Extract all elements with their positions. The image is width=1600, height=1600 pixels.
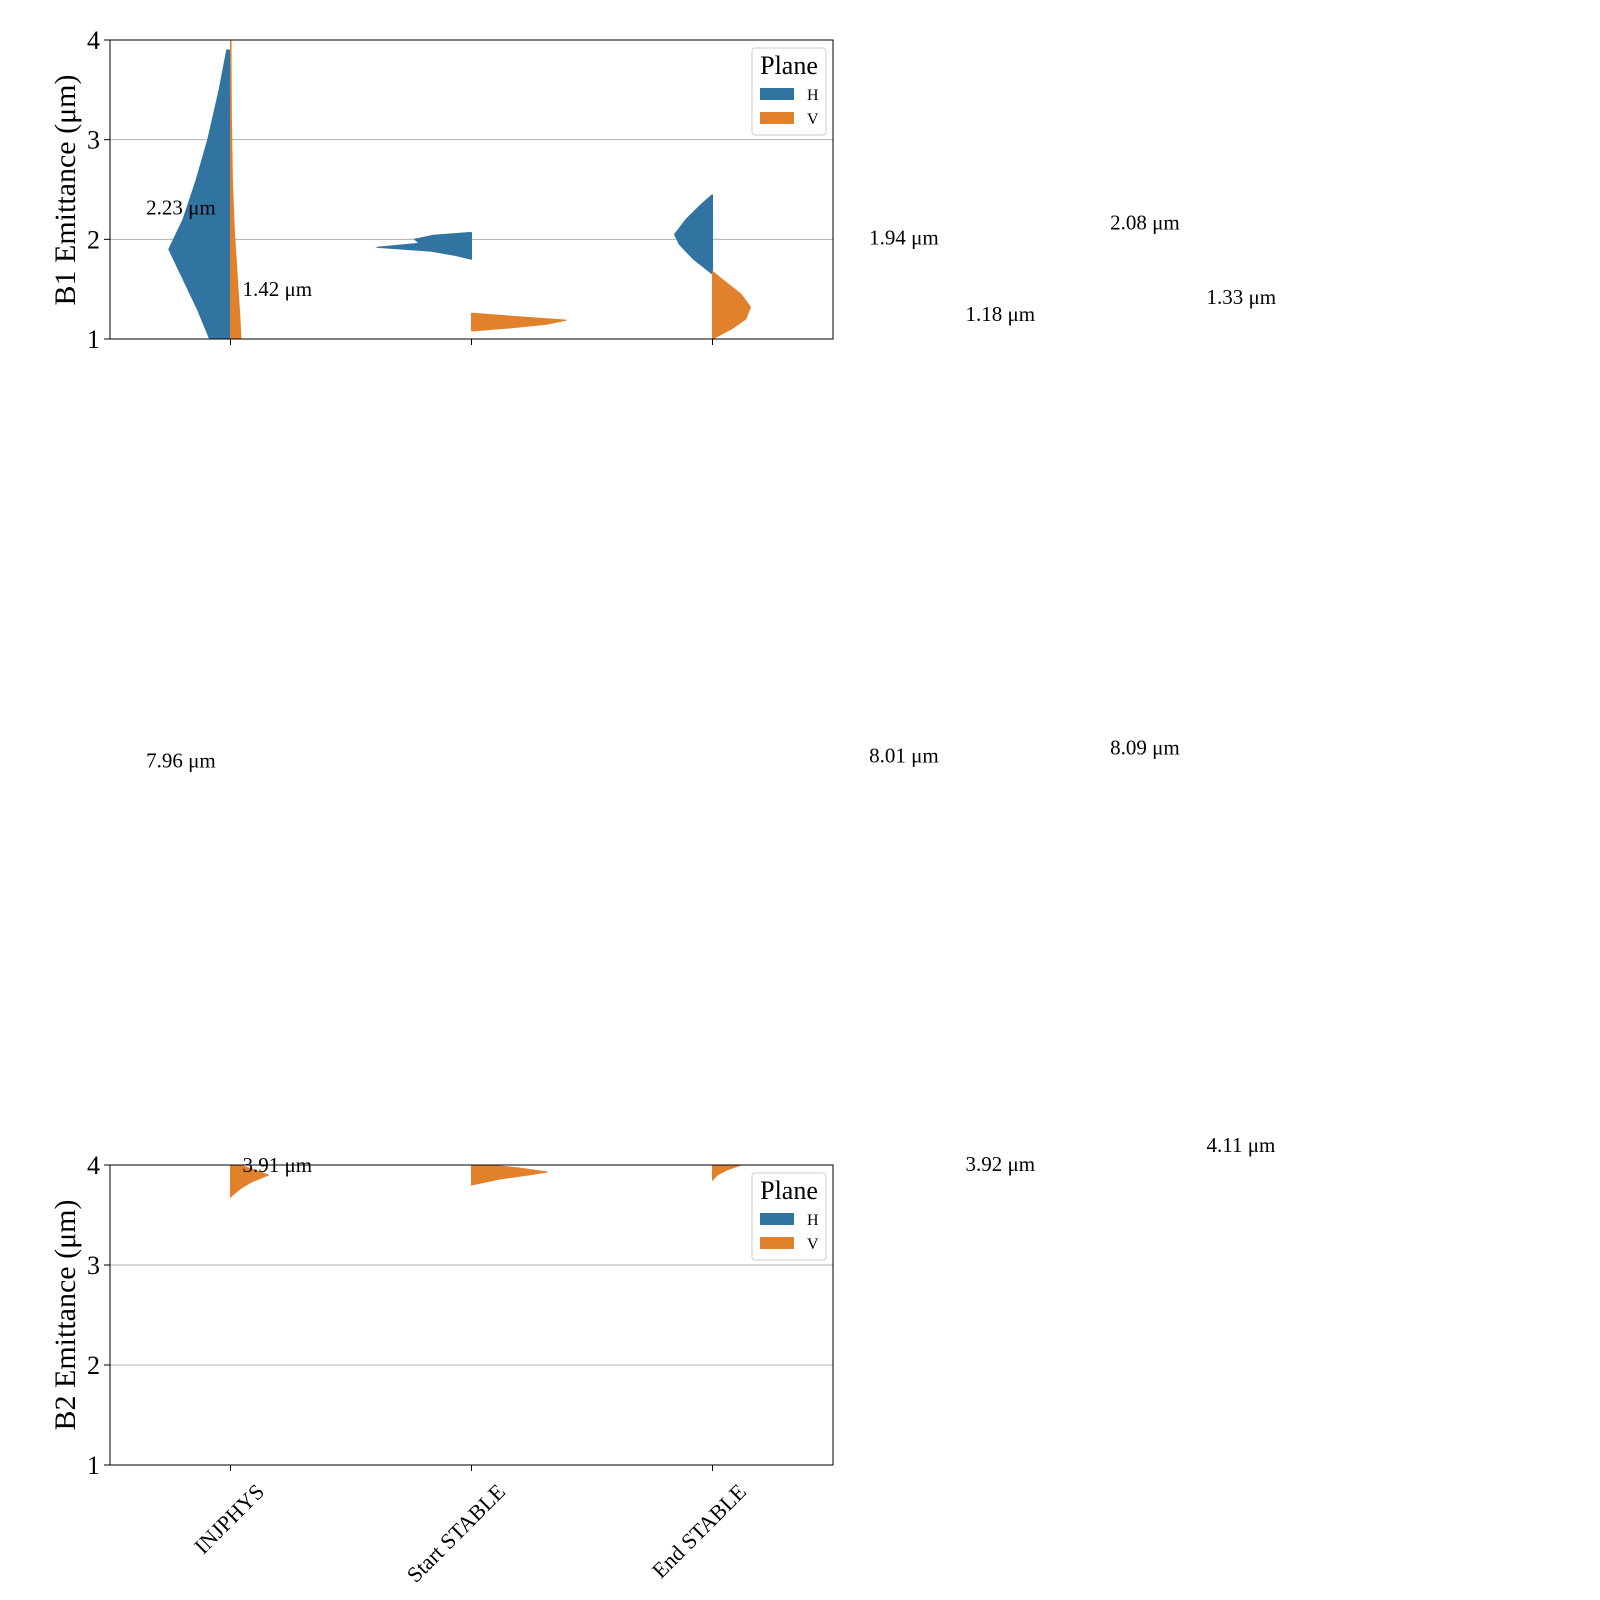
- b2-ytick-label-3: 3: [87, 1251, 100, 1280]
- b1-annotation-5: 1.33 μm: [1207, 285, 1277, 309]
- b2-annotation-0: 3.91 μm: [243, 1153, 313, 1177]
- b1-annotation-7: 8.01 μm: [869, 744, 939, 768]
- b1-annotation-1: 1.42 μm: [243, 277, 313, 301]
- b1-legend-title: Plane: [760, 51, 818, 80]
- panel-b1: 1 2 3 4 B1 Emittance (μm) Plane H V 2.23 μm…: [49, 26, 1276, 773]
- b1-violin-h-1: [376, 231, 472, 260]
- b1-legend-swatch-h: [760, 88, 794, 100]
- b2-violins: [230, 1165, 742, 1199]
- b1-violin-v-2: [712, 270, 752, 339]
- b2-axes-frame: [109, 1164, 834, 1466]
- b1-annotations: 2.23 μm 1.42 μm 1.94 μm 1.18 μm 2.08 μm 1.33 …: [146, 195, 1276, 772]
- b2-legend-swatch-h: [760, 1213, 794, 1225]
- b1-y-axis-label: B1 Emittance (μm): [49, 74, 82, 305]
- b1-x-ticks: [230, 339, 713, 345]
- b2-xtick-label-0: INJPHYS: [189, 1479, 269, 1559]
- b1-annotation-0: 2.23 μm: [146, 195, 216, 219]
- b2-legend-swatch-v: [760, 1237, 794, 1249]
- panel-b2: 1 2 3 4 INJPHYS Start STABLE End STABLE B2 Em…: [49, 1133, 1275, 1587]
- b2-gridlines: [110, 1264, 833, 1366]
- b2-y-axis-label: B2 Emittance (μm): [49, 1199, 82, 1430]
- b1-violin-v-1: [471, 312, 567, 332]
- b1-annotation-8: 8.09 μm: [1110, 736, 1180, 760]
- b2-ytick-label-4: 4: [87, 1151, 100, 1180]
- b2-violin-v-0: [230, 1165, 270, 1199]
- b2-y-ticks: 1 2 3 4: [87, 1151, 110, 1480]
- b1-annotation-3: 1.18 μm: [966, 302, 1036, 326]
- b2-xtick-label-2: End STABLE: [647, 1479, 751, 1583]
- b1-y-ticks: 1 2 3 4: [87, 26, 110, 354]
- b2-annotation-1: 3.92 μm: [966, 1152, 1036, 1176]
- b2-legend-label-h: H: [807, 1212, 819, 1229]
- b1-annotation-6: 7.96 μm: [146, 749, 216, 773]
- b1-ytick-label-3: 3: [87, 126, 100, 155]
- b2-ytick-label-2: 2: [87, 1351, 100, 1380]
- b1-legend: Plane H V: [751, 47, 827, 136]
- b2-x-ticks: INJPHYS Start STABLE End STABLE: [189, 1465, 751, 1587]
- b1-violin-h-0: [168, 49, 231, 339]
- b2-legend-title: Plane: [760, 1176, 818, 1205]
- b2-violin-v-2: [712, 1165, 742, 1182]
- b1-violin-h-2: [673, 194, 713, 275]
- b1-legend-label-h: H: [807, 87, 819, 104]
- b1-ytick-label-4: 4: [87, 26, 100, 55]
- b2-legend-label-v: V: [807, 1236, 819, 1253]
- b2-legend: Plane H V: [751, 1172, 827, 1261]
- b1-legend-swatch-v: [760, 112, 794, 124]
- b1-violins: [168, 40, 752, 339]
- b2-xtick-label-1: Start STABLE: [402, 1479, 510, 1587]
- b2-annotations: 3.91 μm 3.92 μm 4.11 μm: [243, 1133, 1276, 1177]
- b2-ytick-label-1: 1: [87, 1451, 100, 1480]
- b1-ytick-label-2: 2: [87, 225, 100, 254]
- b1-annotation-2: 1.94 μm: [869, 225, 939, 249]
- b1-violin-v-0: [230, 40, 242, 339]
- b2-violin-v-1: [471, 1165, 548, 1186]
- b1-annotation-4: 2.08 μm: [1110, 210, 1180, 234]
- b1-legend-label-v: V: [807, 111, 819, 128]
- b1-ytick-label-1: 1: [87, 325, 100, 354]
- b2-annotation-2: 4.11 μm: [1207, 1133, 1276, 1157]
